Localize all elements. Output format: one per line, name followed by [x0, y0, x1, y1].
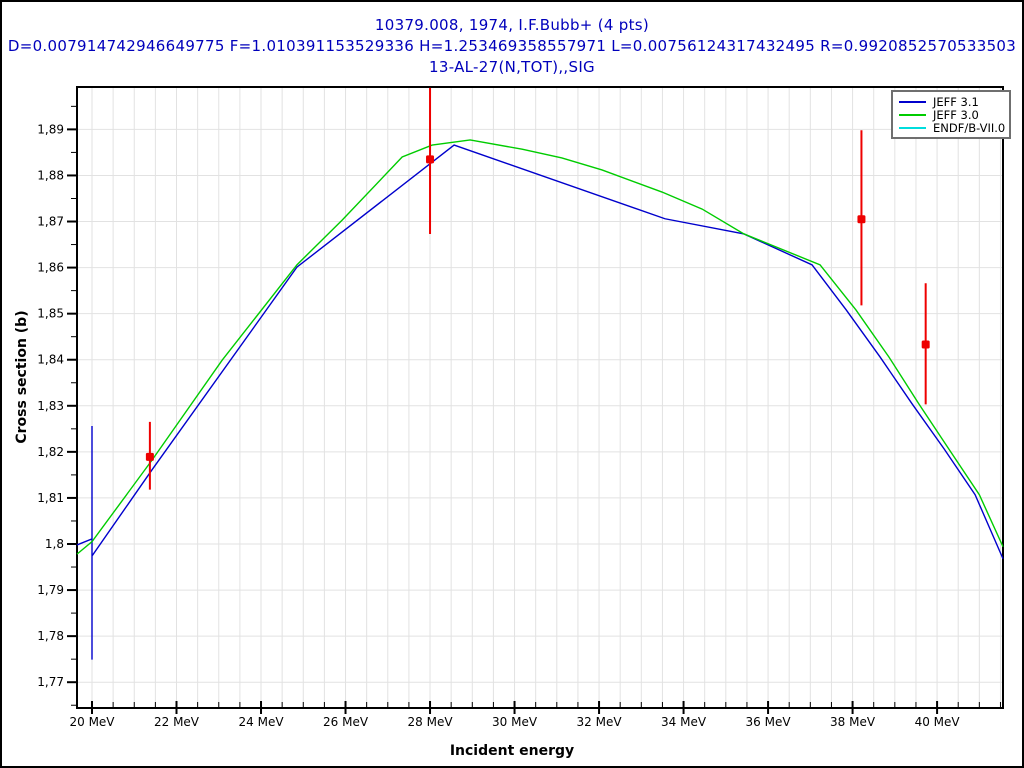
svg-text:1,81: 1,81 — [37, 491, 64, 505]
svg-text:30 MeV: 30 MeV — [492, 715, 538, 729]
legend-label-jeff-3-0: JEFF 3.0 — [933, 107, 979, 122]
legend-line-swatch-jeff-3-1 — [899, 100, 926, 103]
data-point-marker — [921, 340, 930, 349]
title-dataset: 10379.008, 1974, I.F.Bubb+ (4 pts) — [374, 16, 650, 34]
legend-label-jeff-3-1: JEFF 3.1 — [933, 94, 979, 109]
svg-text:1,88: 1,88 — [37, 168, 64, 182]
series-jeff-3-1 — [76, 144, 1004, 660]
title-reaction: 13-AL-27(N,TOT),,SIG — [429, 58, 595, 76]
legend-item-jeff-3-1: JEFF 3.1 — [899, 94, 1005, 109]
y-axis-title: Cross section (b) — [14, 310, 30, 444]
svg-text:1,86: 1,86 — [37, 261, 64, 275]
plot-border — [76, 86, 1004, 709]
svg-text:1,83: 1,83 — [37, 399, 64, 413]
x-tick-labels: 20 MeV 22 MeV 24 MeV 26 MeV 28 MeV 30 MeV 32 M… — [69, 715, 960, 729]
svg-text:40 MeV: 40 MeV — [915, 715, 961, 729]
legend-item-endf-b-vii-0: ENDF/B-VII.0 — [899, 120, 1006, 135]
svg-text:1,8: 1,8 — [45, 537, 64, 551]
axis-ticks — [67, 105, 1001, 714]
data-point-marker — [145, 452, 154, 461]
svg-text:38 MeV: 38 MeV — [830, 715, 876, 729]
svg-text:20 MeV: 20 MeV — [69, 715, 115, 729]
svg-text:24 MeV: 24 MeV — [239, 715, 285, 729]
svg-text:26 MeV: 26 MeV — [323, 715, 369, 729]
svg-text:1,84: 1,84 — [37, 353, 64, 367]
series-jeff-3-0 — [76, 139, 1004, 555]
svg-text:1,89: 1,89 — [37, 122, 64, 136]
svg-text:1,82: 1,82 — [37, 445, 64, 459]
svg-text:36 MeV: 36 MeV — [746, 715, 792, 729]
y-tick-labels: 1,89 1,88 1,87 1,86 1,85 1,84 1,83 1,82 1,81 1,8 1… — [37, 122, 64, 689]
svg-text:1,78: 1,78 — [37, 629, 64, 643]
svg-text:1,85: 1,85 — [37, 307, 64, 321]
svg-text:1,87: 1,87 — [37, 215, 64, 229]
legend-item-jeff-3-0: JEFF 3.0 — [899, 107, 1005, 122]
x-axis-title: Incident energy — [449, 743, 575, 759]
plot-grid — [77, 87, 1003, 708]
plot-title-block: 10379.008, 1974, I.F.Bubb+ (4 pts) D=0.0… — [2, 15, 1022, 78]
svg-text:34 MeV: 34 MeV — [661, 715, 707, 729]
svg-text:1,77: 1,77 — [37, 675, 64, 689]
svg-text:28 MeV: 28 MeV — [408, 715, 454, 729]
svg-text:1,79: 1,79 — [37, 583, 64, 597]
legend: JEFF 3.1 JEFF 3.0 ENDF/B-VII.0 — [891, 90, 1011, 139]
title-statistics: D=0.007914742946649775 F=1.0103911535293… — [7, 37, 1017, 55]
data-point-marker — [857, 215, 866, 224]
legend-line-swatch-jeff-3-0 — [899, 113, 926, 116]
svg-text:22 MeV: 22 MeV — [154, 715, 200, 729]
experimental-data-points — [145, 87, 930, 490]
legend-line-swatch-endf-b-vii-0 — [899, 126, 926, 129]
svg-text:32 MeV: 32 MeV — [577, 715, 623, 729]
data-point-marker — [426, 155, 435, 164]
legend-label-endf-b-vii-0: ENDF/B-VII.0 — [933, 120, 1006, 135]
